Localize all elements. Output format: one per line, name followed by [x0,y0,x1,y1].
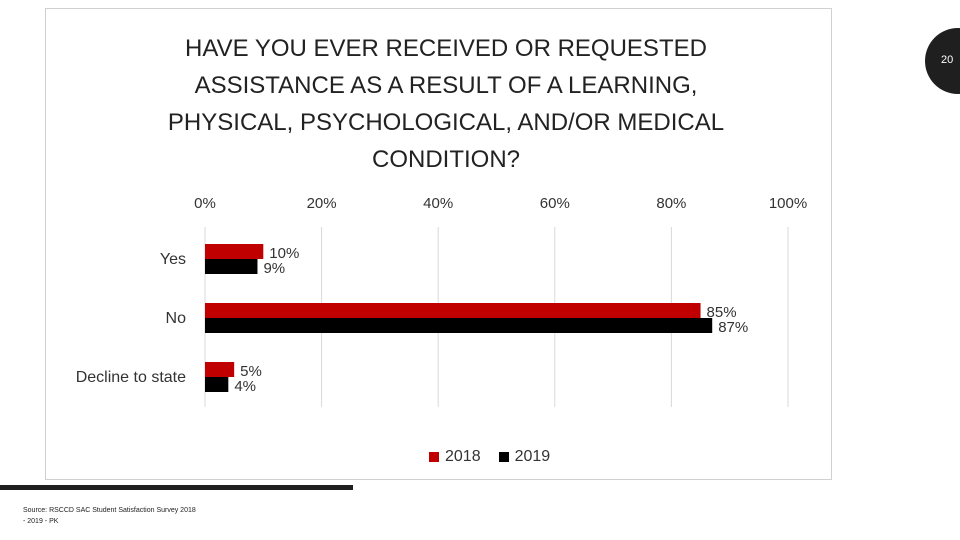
category-label: Decline to state [76,369,186,386]
legend-item-2018: 2018 [429,448,481,466]
legend-item-2019: 2019 [498,448,551,466]
x-tick-label: 100% [769,195,807,212]
data-label: 85% [707,304,737,321]
category-label: No [166,310,187,327]
legend: 2018 2019 [429,448,550,466]
bar-2019-yes [205,259,258,274]
x-tick-label: 60% [540,195,570,212]
bar-chart: 0% 20% 40% 60% 80% 100% Yes 10%9% No 85%87% Declin… [76,195,807,407]
x-tick-label: 20% [307,195,337,212]
source-note: Source: RSCCD SAC Student Satisfaction S… [23,505,223,527]
bar-2019-no [205,318,713,333]
data-label: 5% [240,363,262,380]
bar-2018-no [205,303,701,318]
page-number-badge: 20 [925,28,960,94]
x-tick-label: 80% [656,195,686,212]
bar-2018-decline-to-state [205,362,235,377]
source-line: - 2019 - PK [23,518,59,525]
data-label: 87% [718,319,748,336]
source-line: Source: RSCCD SAC Student Satisfaction S… [23,507,196,514]
bar-2018-yes [205,244,264,259]
legend-label-2018: 2018 [445,448,481,465]
bar-2019-decline-to-state [205,377,229,392]
page-number: 20 [941,54,954,66]
legend-swatch-2019 [498,452,509,462]
x-tick-label: 40% [423,195,453,212]
data-label: 10% [269,245,299,262]
chart-title: HAVE YOU EVER RECEIVED OR REQUESTED ASSI… [167,35,725,173]
legend-swatch-2018 [429,452,439,462]
footer-divider [0,485,353,490]
data-label: 9% [263,260,285,277]
category-label: Yes [160,251,186,268]
data-label: 4% [234,378,256,395]
legend-label-2019: 2019 [514,448,551,465]
x-tick-label: 0% [194,195,216,212]
chart-frame: HAVE YOU EVER RECEIVED OR REQUESTED ASSI… [45,8,832,480]
